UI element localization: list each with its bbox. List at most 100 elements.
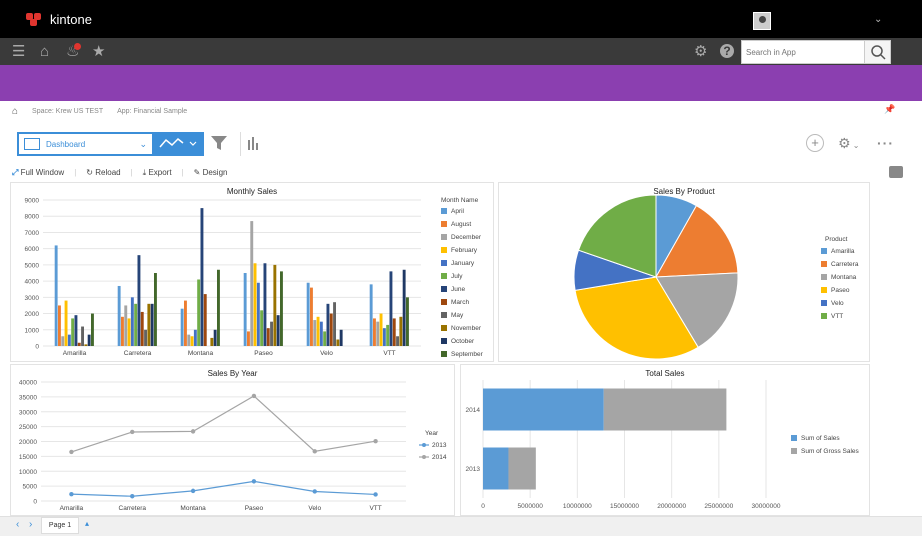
bar-september: [217, 269, 220, 346]
bar-april: [180, 308, 184, 346]
view-selector[interactable]: Dashboard ⌄: [17, 132, 154, 156]
sales-by-year-panel: Sales By Year 0 5000 10000 15000 20000 25000 3…: [10, 364, 455, 516]
legend-title: Year: [425, 430, 439, 437]
graph-selector-button[interactable]: [154, 132, 204, 156]
pie-slice-paseo: [574, 276, 699, 360]
search-button[interactable]: [864, 41, 890, 63]
y-tick-label: 40000: [19, 380, 37, 387]
help-icon[interactable]: ?: [720, 44, 734, 58]
bar-july: [386, 324, 390, 346]
user-avatar-icon[interactable]: [753, 12, 771, 30]
bar-october: [276, 315, 280, 346]
legend-label: 2014: [432, 454, 447, 461]
bar-november: [84, 344, 88, 346]
bar-august: [121, 316, 124, 346]
pin-icon[interactable]: 📌: [884, 104, 896, 114]
bar-march: [203, 294, 207, 346]
legend-swatch: [441, 247, 447, 253]
legend-swatch: [791, 448, 797, 454]
app-settings-icon[interactable]: ⚙ ⌄: [838, 135, 860, 151]
kintone-logo[interactable]: kintone: [26, 12, 92, 27]
total-sales-panel: Total Sales 0 5000000 10000000 15000000 2000…: [460, 364, 870, 516]
breadcrumb-app[interactable]: App: Financial Sample: [117, 108, 188, 115]
page-tab[interactable]: Page 1: [41, 517, 79, 534]
legend-marker: [422, 455, 426, 459]
breadcrumb-home-icon[interactable]: ⌂: [12, 106, 19, 117]
legend-swatch: [441, 208, 447, 214]
full-window-button[interactable]: ⤢ Full Window: [12, 168, 65, 177]
bar-may: [144, 329, 147, 346]
brand-name: kintone: [50, 12, 92, 27]
chevron-down-icon: ⌄: [139, 139, 147, 149]
y-tick-label: 10000: [19, 469, 37, 476]
breadcrumb-space[interactable]: Space: Krew US TEST: [32, 108, 104, 115]
bar-sum-of-gross-sales: [508, 447, 536, 490]
legend-marker: [422, 443, 426, 447]
bar-november: [147, 303, 151, 346]
more-options-icon[interactable]: ···: [877, 135, 894, 151]
y-tick-label: 1000: [25, 327, 40, 334]
x-tick-label: 30000000: [752, 503, 781, 510]
bar-october: [402, 269, 406, 346]
bar-november: [399, 316, 403, 346]
app-header-band: [0, 65, 922, 101]
next-page-icon[interactable]: ›: [29, 519, 33, 530]
home-icon[interactable]: ⌂: [40, 43, 50, 60]
bar-december: [313, 320, 317, 346]
bar-october: [339, 329, 343, 346]
data-point-2013: [373, 492, 378, 497]
search-box: [741, 40, 891, 64]
legend-label: Montana: [831, 274, 857, 281]
reload-button[interactable]: ↻ Reload: [86, 168, 121, 177]
logo-icon: [26, 12, 44, 27]
legend-label: VTT: [831, 313, 843, 320]
bar-march: [392, 318, 396, 346]
data-point-2014: [190, 429, 196, 434]
caret-up-icon[interactable]: ▴: [85, 519, 90, 528]
legend-label: February: [451, 247, 478, 254]
comment-icon[interactable]: [889, 166, 903, 178]
export-button[interactable]: ⤓ Export: [142, 168, 172, 177]
y-tick-label: 30000: [19, 409, 37, 416]
bar-july: [71, 318, 75, 346]
bar-sum-of-sales: [483, 388, 604, 431]
data-point-2013: [190, 488, 196, 494]
legend-swatch: [441, 325, 447, 331]
filter-icon[interactable]: [210, 134, 228, 157]
bar-january: [382, 328, 386, 346]
search-icon: [871, 45, 886, 60]
top-bar: kintone ⌄: [0, 0, 922, 38]
legend-swatch: [441, 351, 447, 357]
pie-slice-vtt: [577, 194, 657, 278]
bar-may: [333, 302, 336, 346]
bar-january: [130, 297, 134, 346]
gear-icon[interactable]: ⚙: [694, 43, 708, 60]
reload-label: Reload: [95, 168, 121, 177]
design-button[interactable]: ✎ Design: [193, 168, 228, 177]
y-tick-label: 7000: [25, 230, 40, 237]
chevron-down-icon[interactable]: ⌄: [874, 14, 883, 25]
x-tick-label: 5000000: [518, 503, 544, 510]
bar-february: [190, 336, 194, 346]
legend-swatch: [441, 312, 447, 318]
search-input[interactable]: [742, 41, 864, 63]
legend-label: Sum of Sales: [801, 435, 840, 442]
bar-june: [200, 208, 204, 346]
x-tick-label: 15000000: [610, 503, 639, 510]
menu-icon[interactable]: ☰: [12, 43, 26, 60]
pie-slice-montana: [655, 272, 739, 349]
legend-label: 2013: [432, 442, 447, 449]
bar-june: [326, 303, 330, 346]
bar-october: [87, 334, 91, 346]
x-tick-label: Amarilla: [63, 350, 87, 357]
design-label: Design: [202, 168, 228, 177]
bar-february: [316, 316, 320, 346]
page-footer: [0, 516, 922, 536]
x-tick-label: 25000000: [704, 503, 733, 510]
star-icon[interactable]: ★: [92, 43, 106, 60]
x-tick-label: 10000000: [563, 503, 592, 510]
prev-page-icon[interactable]: ‹: [16, 519, 20, 530]
bar-chart-icon[interactable]: [240, 132, 264, 156]
breadcrumb: ⌂ Space: Krew US TEST App: Financial Sam…: [12, 106, 187, 117]
add-record-icon[interactable]: +: [806, 134, 824, 152]
